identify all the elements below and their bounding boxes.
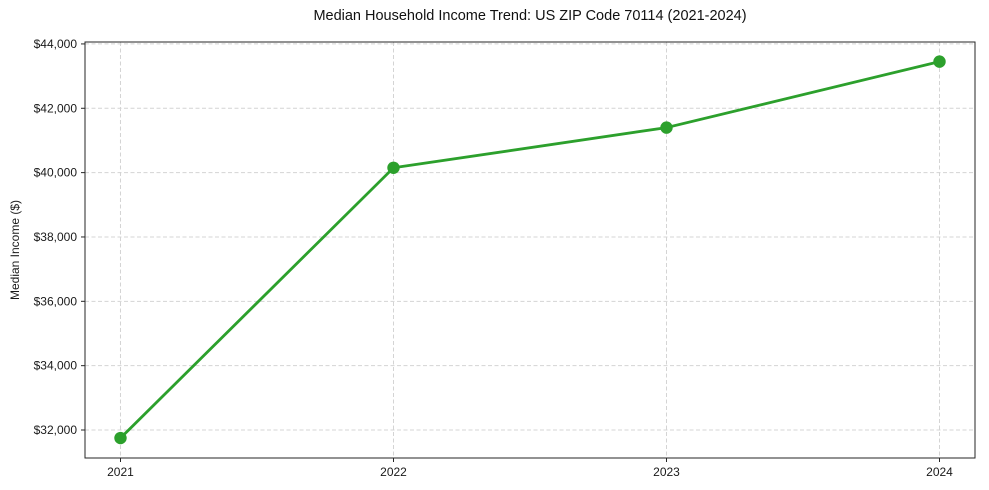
data-point-2021 bbox=[114, 431, 127, 445]
x-tick-label: 2021 bbox=[107, 465, 134, 479]
y-tick-label: $32,000 bbox=[34, 423, 78, 437]
y-tick-label: $44,000 bbox=[34, 37, 78, 51]
x-tick-label: 2022 bbox=[380, 465, 407, 479]
data-point-2024 bbox=[933, 55, 946, 68]
plot-border bbox=[84, 41, 976, 459]
x-tick-label: 2024 bbox=[926, 465, 953, 479]
y-tick-label: $36,000 bbox=[34, 294, 78, 308]
x-tick-label: 2023 bbox=[653, 465, 680, 479]
y-tick-label: $40,000 bbox=[34, 166, 78, 180]
data-point-2023 bbox=[660, 121, 673, 134]
chart-title: Median Household Income Trend: US ZIP Co… bbox=[313, 8, 747, 24]
y-tick-label: $38,000 bbox=[34, 230, 78, 244]
y-tick-label: $42,000 bbox=[34, 101, 78, 115]
data-point-2022 bbox=[387, 161, 400, 174]
y-tick-label: $34,000 bbox=[34, 359, 78, 373]
trend-line bbox=[119, 60, 941, 440]
